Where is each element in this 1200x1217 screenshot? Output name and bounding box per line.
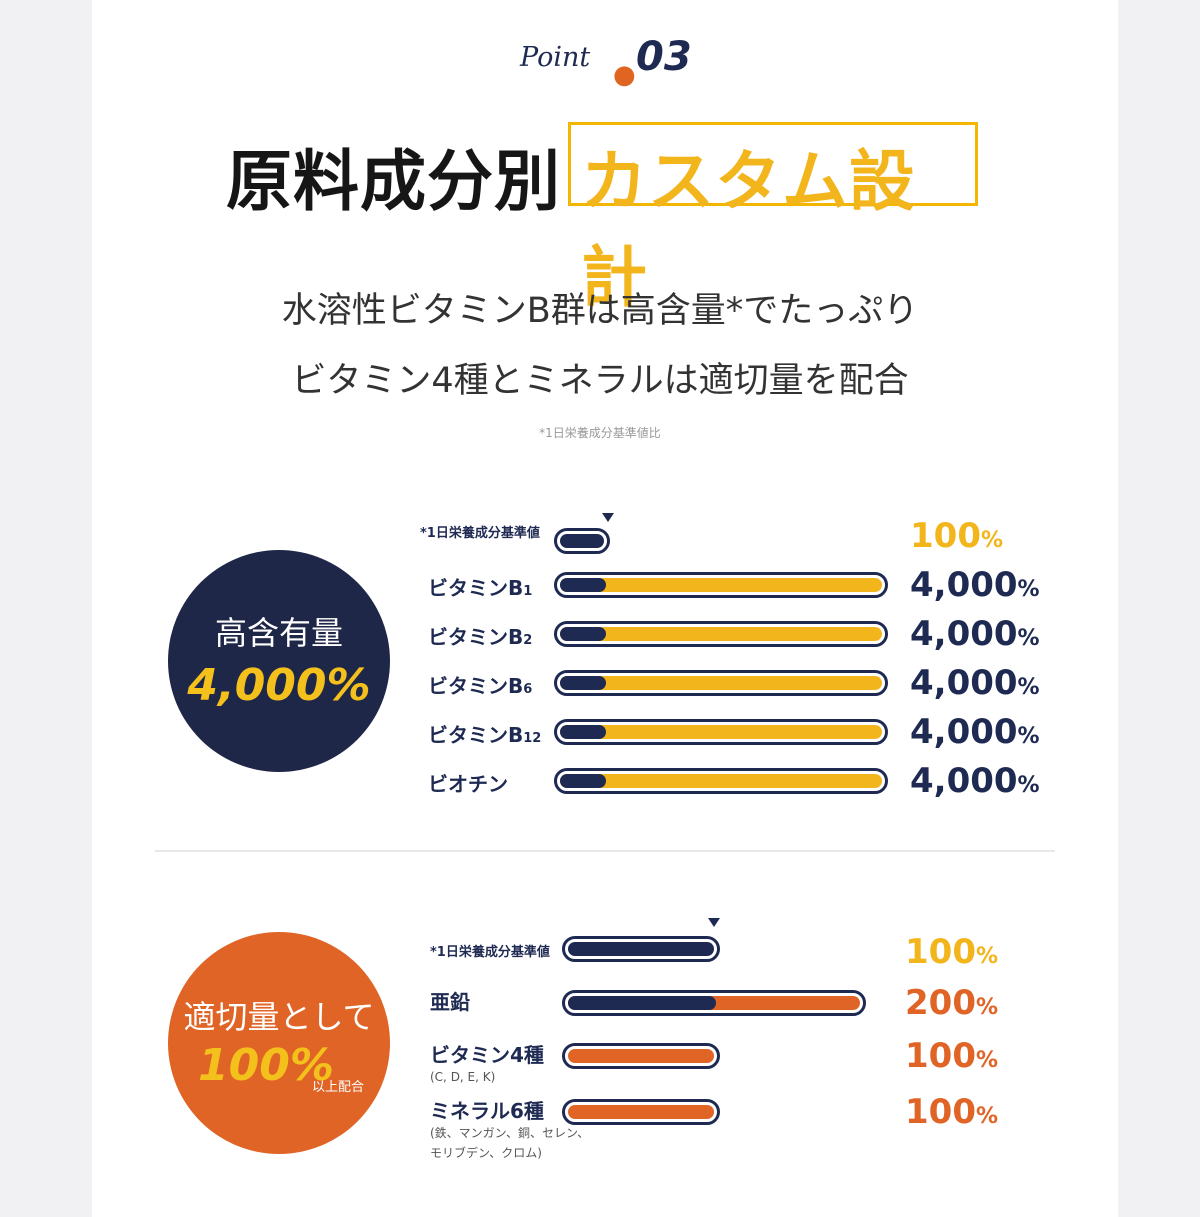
- chart1-reference-value: 100%: [910, 516, 1003, 556]
- point-number: 03: [636, 34, 692, 80]
- chart1-row-value: 4,000%: [910, 663, 1040, 703]
- chart1-bar-fill: [560, 627, 882, 641]
- chart2-bar: [562, 1043, 720, 1069]
- chart2-bar-fill: [568, 1049, 714, 1063]
- chart1-row-value-unit: %: [1017, 675, 1040, 700]
- chart2-bar-fill: [568, 1105, 714, 1119]
- chart1-row-label-text: ビオチン: [428, 772, 508, 796]
- chart1-bar-fill: [560, 578, 882, 592]
- chart1-row-label-text: ビタミンB: [428, 576, 524, 600]
- chart1-bar-fill: [560, 676, 882, 690]
- section-divider: [155, 850, 1055, 852]
- chart1-bar-base: [560, 725, 606, 739]
- chart1-row-value-unit: %: [1017, 773, 1040, 798]
- subtitle-line1: 水溶性ビタミンB群は高含量*でたっぷり: [281, 291, 919, 331]
- footnote: *1日栄養成分基準値比: [539, 426, 661, 440]
- chart1-reference-number: 100: [910, 516, 981, 556]
- chart2-reference-number: 100: [905, 932, 976, 972]
- chart1-row-label-text: ビタミンB: [428, 674, 524, 698]
- chart1-row-value-unit: %: [1017, 577, 1040, 602]
- adequate-amount-badge: 適切量として 100% 以上配合: [168, 932, 390, 1154]
- chart1-bar: [554, 670, 888, 696]
- chart1-reference-fill: [560, 534, 604, 548]
- chart1-row-label-subscript: 1: [523, 584, 533, 599]
- chart2-reference-unit: %: [975, 944, 999, 969]
- badge2-line3: 以上配合: [312, 1080, 365, 1095]
- chart1-bar-base: [560, 774, 606, 788]
- chart2-row-sublabel: (C, D, E, K): [430, 1070, 496, 1084]
- chart2-row-value-unit: %: [975, 995, 999, 1020]
- chart2-reference-marker: [708, 918, 720, 927]
- chart1-row-value-number: 4,000: [910, 565, 1018, 605]
- chart1-row-value: 4,000%: [910, 761, 1040, 801]
- chart1-bar: [554, 719, 888, 745]
- point-script-text: Point: [520, 42, 591, 73]
- chart2-row-value: 100%: [905, 1092, 998, 1132]
- chart1-bar-fill: [560, 774, 882, 788]
- chart2-row-value: 200%: [905, 983, 998, 1023]
- chart1-bar: [554, 621, 888, 647]
- chart1-row-label-subscript: 12: [523, 731, 542, 746]
- chart1-row-label-text: ビタミンB: [428, 723, 524, 747]
- chart1-row-label-text: ビタミンB: [428, 625, 524, 649]
- chart2-row-label: ミネラル6種: [430, 1099, 544, 1123]
- chart1-row-label-subscript: 6: [523, 682, 533, 697]
- chart2-reference-label: *1日栄養成分基準値: [430, 945, 550, 960]
- chart1-row-value-unit: %: [1017, 626, 1040, 651]
- chart2-reference-fill: [568, 942, 714, 956]
- chart2-row-value-unit: %: [975, 1104, 999, 1129]
- chart2-row-label: 亜鉛: [430, 990, 470, 1014]
- chart2-bar: [562, 990, 866, 1016]
- chart1-row-label: ビタミンB6: [428, 670, 532, 699]
- chart1-row-label: ビタミンB2: [428, 621, 532, 650]
- chart2-row-value-number: 200: [905, 983, 976, 1023]
- chart1-reference-bar: [554, 528, 610, 554]
- chart1-row-value-unit: %: [1017, 724, 1040, 749]
- headline-part2: カスタム設計: [581, 143, 916, 316]
- chart1-bar: [554, 768, 888, 794]
- chart2-row-sublabel: (鉄、マンガン、銅、セレン、モリブデン、クロム): [430, 1126, 590, 1160]
- point-heading: Point ● 03: [520, 32, 700, 90]
- chart1-bar-base: [560, 676, 606, 690]
- chart1-row-label: ビオチン: [428, 768, 508, 797]
- chart1-row-value-number: 4,000: [910, 761, 1018, 801]
- chart2-bar-base: [568, 996, 716, 1010]
- chart2-row-value-number: 100: [905, 1092, 976, 1132]
- chart1-reference-unit: %: [980, 528, 1004, 553]
- headline-part1: 原料成分別: [226, 143, 561, 220]
- chart2-bar: [562, 1099, 720, 1125]
- chart1-reference-marker: [602, 513, 614, 522]
- chart2-reference-bar: [562, 936, 720, 962]
- chart2-row-label: ビタミン4種: [430, 1043, 544, 1067]
- chart1-row-value: 4,000%: [910, 565, 1040, 605]
- chart1-bar-base: [560, 578, 606, 592]
- chart1-row-value: 4,000%: [910, 614, 1040, 654]
- chart1-row-value-number: 4,000: [910, 712, 1018, 752]
- chart2-row-value: 100%: [905, 1036, 998, 1076]
- subtitle-line2: ビタミン4種とミネラルは適切量を配合: [291, 361, 909, 401]
- chart1-bar: [554, 572, 888, 598]
- badge1-line2: 4,000%: [187, 660, 371, 711]
- chart1-bar-base: [560, 627, 606, 641]
- chart2-reference-value: 100%: [905, 932, 998, 972]
- point-dot: ●: [613, 60, 636, 90]
- chart1-reference-label: *1日栄養成分基準値: [420, 526, 540, 541]
- chart1-bar-fill: [560, 725, 882, 739]
- chart1-row-value: 4,000%: [910, 712, 1040, 752]
- chart1-row-value-number: 4,000: [910, 614, 1018, 654]
- headline: 原料成分別 カスタム設計: [0, 122, 1200, 316]
- chart1-row-label: ビタミンB1: [428, 572, 532, 601]
- chart1-row-label: ビタミンB12: [428, 719, 541, 748]
- chart1-row-value-number: 4,000: [910, 663, 1018, 703]
- chart2-row-value-number: 100: [905, 1036, 976, 1076]
- chart1-row-label-subscript: 2: [523, 633, 533, 648]
- chart2-row-value-unit: %: [975, 1048, 999, 1073]
- headline-highlight-box: カスタム設計: [568, 122, 978, 316]
- high-content-badge: 高含有量 4,000%: [168, 550, 390, 772]
- badge2-line2: 100%: [198, 1040, 334, 1091]
- badge2-line1: 適切量として: [183, 998, 375, 1036]
- badge1-line1: 高含有量: [214, 614, 343, 652]
